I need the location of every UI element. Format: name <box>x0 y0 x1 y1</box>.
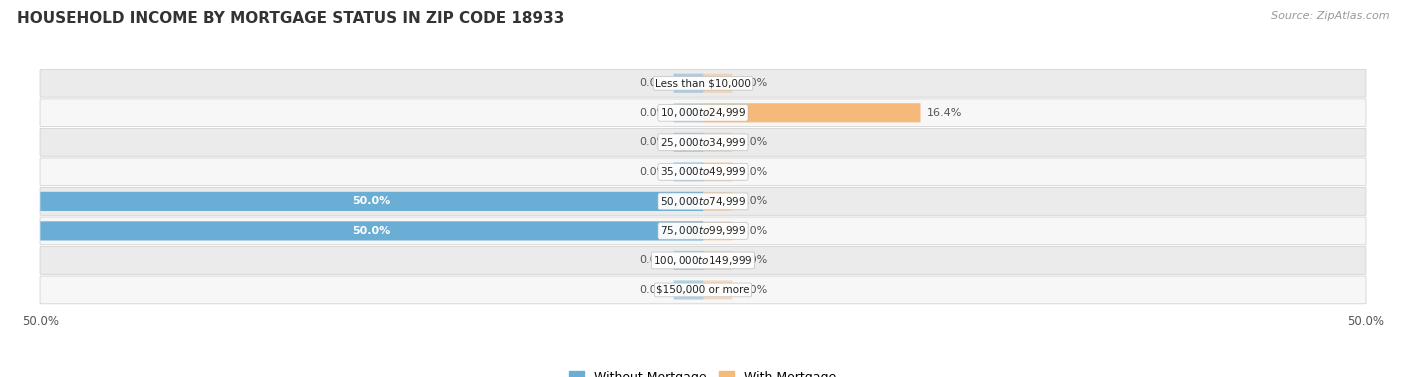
FancyBboxPatch shape <box>673 103 703 123</box>
Text: $35,000 to $49,999: $35,000 to $49,999 <box>659 166 747 178</box>
FancyBboxPatch shape <box>703 74 733 93</box>
Text: $25,000 to $34,999: $25,000 to $34,999 <box>659 136 747 149</box>
Text: 0.0%: 0.0% <box>738 226 768 236</box>
FancyBboxPatch shape <box>41 192 703 211</box>
Text: 0.0%: 0.0% <box>638 285 668 295</box>
Text: $100,000 to $149,999: $100,000 to $149,999 <box>654 254 752 267</box>
Text: 50.0%: 50.0% <box>353 226 391 236</box>
Text: 0.0%: 0.0% <box>638 256 668 265</box>
Legend: Without Mortgage, With Mortgage: Without Mortgage, With Mortgage <box>564 366 842 377</box>
FancyBboxPatch shape <box>39 99 1367 127</box>
Text: $10,000 to $24,999: $10,000 to $24,999 <box>659 106 747 119</box>
Text: 0.0%: 0.0% <box>638 108 668 118</box>
Text: $150,000 or more: $150,000 or more <box>657 285 749 295</box>
FancyBboxPatch shape <box>39 69 1367 97</box>
FancyBboxPatch shape <box>673 162 703 181</box>
Text: 0.0%: 0.0% <box>738 285 768 295</box>
Text: 0.0%: 0.0% <box>638 137 668 147</box>
FancyBboxPatch shape <box>39 217 1367 245</box>
Text: 0.0%: 0.0% <box>738 196 768 206</box>
FancyBboxPatch shape <box>703 192 733 211</box>
FancyBboxPatch shape <box>673 251 703 270</box>
FancyBboxPatch shape <box>39 276 1367 304</box>
FancyBboxPatch shape <box>703 103 921 123</box>
Text: $75,000 to $99,999: $75,000 to $99,999 <box>659 224 747 238</box>
FancyBboxPatch shape <box>39 247 1367 274</box>
FancyBboxPatch shape <box>703 221 733 241</box>
FancyBboxPatch shape <box>41 221 703 241</box>
Text: Source: ZipAtlas.com: Source: ZipAtlas.com <box>1271 11 1389 21</box>
Text: Less than $10,000: Less than $10,000 <box>655 78 751 88</box>
Text: HOUSEHOLD INCOME BY MORTGAGE STATUS IN ZIP CODE 18933: HOUSEHOLD INCOME BY MORTGAGE STATUS IN Z… <box>17 11 564 26</box>
Text: 50.0%: 50.0% <box>353 196 391 206</box>
Text: 0.0%: 0.0% <box>638 78 668 88</box>
FancyBboxPatch shape <box>673 74 703 93</box>
FancyBboxPatch shape <box>39 158 1367 186</box>
FancyBboxPatch shape <box>39 187 1367 215</box>
FancyBboxPatch shape <box>703 251 733 270</box>
Text: $50,000 to $74,999: $50,000 to $74,999 <box>659 195 747 208</box>
Text: 0.0%: 0.0% <box>738 137 768 147</box>
Text: 16.4%: 16.4% <box>927 108 962 118</box>
Text: 0.0%: 0.0% <box>638 167 668 177</box>
Text: 0.0%: 0.0% <box>738 78 768 88</box>
FancyBboxPatch shape <box>703 280 733 300</box>
FancyBboxPatch shape <box>673 280 703 300</box>
Text: 0.0%: 0.0% <box>738 256 768 265</box>
FancyBboxPatch shape <box>673 133 703 152</box>
FancyBboxPatch shape <box>39 129 1367 156</box>
FancyBboxPatch shape <box>703 133 733 152</box>
FancyBboxPatch shape <box>703 162 733 181</box>
Text: 0.0%: 0.0% <box>738 167 768 177</box>
